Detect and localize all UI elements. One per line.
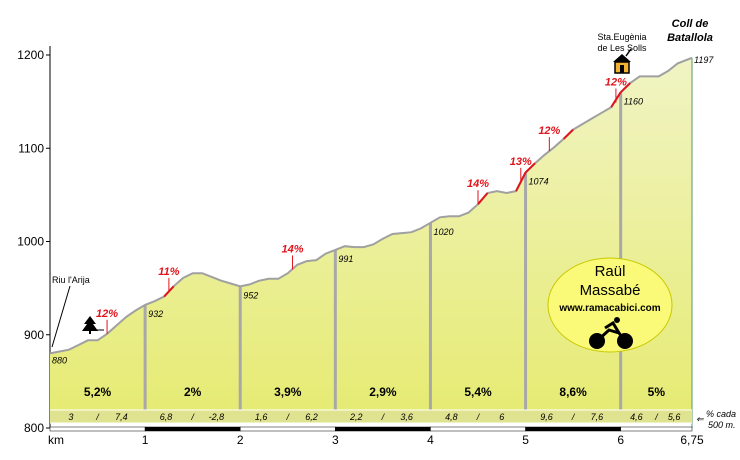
half-km-value: 4,8 (445, 412, 458, 422)
segment-average-label: 5% (648, 385, 666, 399)
km-scale-block (144, 426, 241, 432)
half-km-value: 6,8 (160, 412, 173, 422)
km-altitude-label: 1197 (694, 55, 714, 65)
poi-place: Sta.Eugènia de Les Solls (597, 32, 647, 53)
segment-average-label: 3,9% (274, 385, 302, 399)
half-km-value: 2,2 (349, 412, 363, 422)
x-tick-label: 6,75 (680, 433, 704, 447)
summit-label-line1: Coll de (672, 18, 709, 30)
half-km-note: ⇐ % cada 500 m. (696, 409, 736, 430)
y-tick-label: 800 (24, 421, 44, 435)
gradient-label: 14% (467, 178, 489, 190)
x-axis-label: km (48, 433, 64, 447)
y-axis-ticks: 800 900 1000 1100 1200 (17, 48, 50, 435)
logo-badge (547, 257, 673, 353)
church-icon (613, 48, 632, 74)
km-scale-block (335, 426, 431, 432)
half-km-separator: / (95, 412, 100, 422)
steep-segment (619, 82, 631, 94)
gradient-label: 12% (538, 125, 560, 137)
note-line2: 500 m. (708, 420, 736, 430)
elevation-area (50, 57, 692, 411)
half-km-value: 7,4 (115, 412, 128, 422)
start-place-label: Riu l'Arija (52, 275, 90, 285)
segment-average-label: 5,4% (464, 385, 492, 399)
km-altitude-label: 880 (52, 355, 67, 365)
half-km-separator: / (476, 412, 481, 422)
y-tick-label: 1000 (17, 235, 44, 249)
poi-label-line2: de Les Solls (597, 43, 647, 53)
y-tick-label: 1200 (17, 48, 44, 62)
km-scale-block (49, 426, 146, 432)
half-km-separator: / (654, 412, 659, 422)
tree-icon (82, 316, 104, 334)
km-divider-lines (143, 57, 693, 428)
segment-average-label: 2,9% (369, 385, 397, 399)
gradient-label: 12% (605, 77, 627, 89)
km-altitude-label: 991 (338, 254, 353, 264)
steep-segment (562, 128, 574, 140)
segment-gradient-labels: 5,2% 3 / 7,4 2% 6,8 / -2,8 3,9% 1,6 / 6,2 2,9% 2,2 / 3,… (68, 385, 680, 422)
gradient-labels: 12% 11% 14% 14% 13% 12% 12% (96, 77, 627, 334)
summit-label: Coll de Batallola (667, 18, 713, 44)
x-tick-label: 1 (142, 433, 149, 447)
x-tick-label: 2 (237, 433, 244, 447)
logo-name-line2: Massabé (580, 282, 641, 299)
km-altitude-label: 932 (148, 309, 163, 319)
gradient-label: 12% (96, 308, 118, 320)
segment-average-label: 5,2% (84, 385, 112, 399)
km-altitude-label: 1020 (433, 227, 453, 237)
y-tick-label: 900 (24, 328, 44, 342)
half-km-separator: / (571, 412, 576, 422)
half-km-separator: / (286, 412, 291, 422)
half-km-value: 9,6 (540, 412, 553, 422)
half-km-value: 4,6 (630, 412, 643, 422)
author-logo: Raül Massabé www.ramacabici.com (547, 257, 673, 353)
segment-average-label: 2% (184, 385, 202, 399)
y-tick-label: 1100 (18, 141, 44, 155)
note-line1: % cada (706, 409, 736, 419)
gradient-label: 14% (282, 243, 304, 255)
km-scale-block (525, 426, 621, 432)
altitude-labels: 880 932 952 991 1020 1074 1160 1197 (52, 55, 714, 366)
half-km-band (49, 409, 693, 432)
half-km-value: 5,6 (668, 412, 681, 422)
km-scale-block (620, 426, 693, 432)
x-tick-label: 4 (427, 433, 434, 447)
half-km-value: -2,8 (209, 412, 225, 422)
gradient-label: 13% (510, 156, 532, 168)
km-altitude-label: 1074 (529, 176, 549, 186)
elevation-outline (49, 56, 693, 355)
km-scale-block (430, 426, 526, 432)
steep-segment (524, 162, 536, 174)
summit-label-line2: Batallola (667, 32, 713, 44)
gradient-label: 11% (158, 266, 179, 278)
poi-label-line1: Sta.Eugènia (597, 32, 646, 42)
half-km-separator: / (381, 412, 386, 422)
half-km-value: 6,2 (305, 412, 318, 422)
steep-segment (477, 192, 489, 205)
logo-name-line1: Raül (595, 263, 626, 280)
half-km-value: 6 (499, 412, 504, 422)
km-scale-block (239, 426, 336, 432)
km-altitude-label: 1160 (624, 96, 643, 106)
start-place-pointer (51, 285, 71, 348)
band-background (50, 410, 692, 423)
start-place: Riu l'Arija (51, 275, 90, 348)
x-tick-label: 6 (617, 433, 624, 447)
km-altitude-label: 952 (243, 290, 258, 300)
half-km-value: 1,6 (255, 412, 268, 422)
half-km-separator: / (190, 412, 195, 422)
cyclist-icon (589, 317, 633, 349)
note-arrow: ⇐ (696, 414, 704, 424)
x-axis-ticks: 1 2 3 4 5 6 6,75 (142, 433, 704, 447)
logo-url: www.ramacabici.com (558, 303, 660, 314)
x-tick-label: 3 (332, 433, 339, 447)
half-km-value: 3,6 (400, 412, 413, 422)
half-km-value: 7,6 (591, 412, 604, 422)
half-km-value: 3 (68, 412, 73, 422)
segment-average-label: 8,6% (559, 385, 587, 399)
x-tick-label: 5 (522, 433, 529, 447)
